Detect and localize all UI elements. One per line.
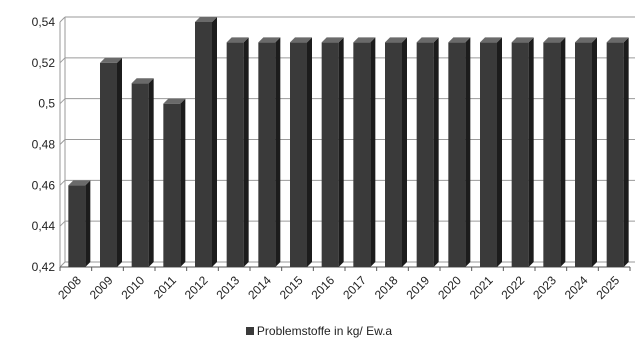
grid-line-diagonal: [59, 139, 66, 145]
bar-side: [433, 37, 439, 267]
bar-side: [275, 37, 281, 267]
x-tick-label: 2021: [467, 273, 496, 302]
bar: [385, 42, 402, 267]
x-tick-label: 2010: [119, 273, 148, 302]
y-tick-label: 0,42: [32, 260, 56, 274]
x-tick-label: 2009: [87, 273, 116, 302]
bar: [163, 103, 181, 268]
bar: [68, 185, 86, 267]
y-tick-label: 0,46: [32, 178, 56, 192]
bar-side: [560, 37, 566, 267]
bar-top: [258, 37, 281, 43]
x-tick-label: 2018: [372, 273, 401, 302]
bar-side: [497, 37, 502, 267]
grid-line-diagonal: [59, 220, 66, 227]
x-tick-label: 2023: [530, 273, 559, 302]
bar-side: [148, 78, 154, 267]
y-tick-label: 0,54: [32, 15, 56, 29]
bar-side: [338, 37, 344, 267]
bar: [195, 22, 212, 267]
bar: [321, 42, 339, 267]
bar-side: [623, 37, 629, 267]
bar-top: [226, 37, 249, 43]
bar: [448, 42, 466, 267]
legend: Problemstoffe in kg/ Ew.a: [0, 324, 638, 340]
y-tick-label: 0,44: [32, 219, 56, 233]
bar: [226, 42, 244, 267]
x-tick-label: 2008: [55, 273, 84, 302]
bar-side: [465, 37, 471, 267]
bar-top: [68, 180, 91, 186]
bar: [353, 42, 371, 267]
x-tick-label: 2020: [435, 273, 464, 302]
bar-top: [321, 37, 344, 43]
x-tick-label: 2014: [245, 273, 274, 302]
bar: [511, 42, 529, 267]
bar: [606, 42, 624, 267]
x-tick-label: 2025: [594, 273, 623, 302]
bar-top: [163, 98, 186, 104]
bar-side: [212, 17, 217, 267]
bar-top: [480, 37, 502, 43]
bar-top: [416, 37, 439, 43]
bar-top: [575, 37, 597, 43]
bar-side: [307, 37, 312, 267]
bar: [131, 83, 149, 267]
x-tick-label: 2019: [404, 273, 433, 302]
y-tick-label: 0,48: [32, 138, 56, 152]
bar-top: [385, 37, 407, 43]
grid-line-diagonal: [59, 16, 66, 23]
grid-line-diagonal: [59, 57, 66, 64]
bar-top: [448, 37, 471, 43]
x-tick-label: 2011: [151, 273, 179, 301]
grid-line-diagonal: [59, 261, 66, 268]
bar-side: [85, 180, 91, 267]
bar: [416, 42, 434, 267]
bar-top: [511, 37, 534, 43]
bar-side: [180, 98, 186, 268]
bar-side: [528, 37, 534, 267]
x-tick-label: 2016: [309, 273, 338, 302]
y-tick-label: 0,52: [32, 56, 56, 70]
bar: [258, 42, 276, 267]
bar-top: [195, 17, 217, 22]
bar-side: [117, 57, 122, 268]
grid-line-diagonal: [59, 179, 66, 186]
bar: [100, 62, 117, 268]
bar: [543, 42, 561, 267]
x-tick-label: 2013: [214, 273, 243, 302]
bar-side: [243, 37, 249, 267]
legend-label: Problemstoffe in kg/ Ew.a: [256, 324, 393, 338]
bar-top: [290, 37, 312, 43]
bar-side: [592, 37, 597, 267]
grid-line-diagonal: [59, 98, 66, 105]
x-tick-label: 2024: [562, 273, 591, 302]
bar: [575, 42, 592, 267]
x-tick-label: 2015: [277, 273, 306, 302]
bar: [290, 42, 307, 267]
bar: [480, 42, 497, 267]
bar-side: [370, 37, 376, 267]
bar-top: [100, 57, 122, 63]
y-tick-label: 0,5: [38, 97, 55, 111]
x-tick-label: 2022: [499, 273, 528, 302]
legend-swatch: [245, 327, 254, 335]
bar-top: [543, 37, 566, 43]
bar-side: [402, 37, 407, 267]
bar-top: [353, 37, 376, 43]
x-tick-label: 2017: [340, 273, 369, 302]
bar-top: [131, 78, 154, 84]
x-tick-label: 2012: [182, 273, 211, 302]
bar-top: [606, 37, 629, 43]
